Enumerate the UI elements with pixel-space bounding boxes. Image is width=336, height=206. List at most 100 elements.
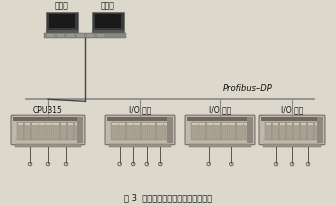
Bar <box>293 122 299 140</box>
Bar <box>68 123 73 125</box>
Bar <box>164 122 170 140</box>
Bar <box>25 123 30 125</box>
Bar <box>167 117 173 143</box>
Text: I/O 模块: I/O 模块 <box>209 106 231 115</box>
Bar <box>17 122 24 140</box>
Bar <box>192 123 198 125</box>
Bar <box>15 144 81 147</box>
Bar <box>265 122 271 140</box>
Bar <box>77 34 84 37</box>
Bar <box>60 123 66 125</box>
Bar <box>199 122 206 140</box>
Bar <box>67 34 74 37</box>
FancyBboxPatch shape <box>259 115 325 145</box>
Bar <box>149 123 155 125</box>
Bar <box>53 122 59 140</box>
Bar <box>92 12 124 33</box>
Bar <box>46 123 52 125</box>
Bar <box>286 122 293 140</box>
Bar <box>32 123 38 125</box>
Bar <box>17 123 23 125</box>
Bar <box>149 122 156 140</box>
Bar <box>156 122 163 140</box>
Bar <box>164 123 170 125</box>
Bar <box>75 123 81 125</box>
Bar <box>133 122 140 140</box>
Bar <box>97 34 104 37</box>
Bar <box>74 122 81 140</box>
Bar <box>244 122 251 140</box>
Bar <box>24 122 31 140</box>
Bar <box>307 123 313 125</box>
Bar <box>214 123 220 125</box>
Bar <box>53 123 59 125</box>
Bar <box>126 122 133 140</box>
Bar <box>228 122 236 140</box>
Bar <box>272 123 278 125</box>
Bar <box>279 122 286 140</box>
Bar <box>57 34 64 37</box>
Bar <box>77 117 83 143</box>
Bar <box>287 123 292 125</box>
Bar <box>300 122 306 140</box>
Bar <box>46 12 78 33</box>
Text: 图 3  井下胶带监控系统的硬件结构图: 图 3 井下胶带监控系统的硬件结构图 <box>124 193 212 202</box>
Text: I/O 模块: I/O 模块 <box>129 106 151 115</box>
Bar <box>95 14 121 28</box>
Bar <box>141 123 148 125</box>
Bar <box>307 122 313 140</box>
Bar <box>261 117 323 121</box>
Bar <box>191 122 198 140</box>
Bar <box>46 122 52 140</box>
Bar <box>213 122 220 140</box>
Bar <box>46 30 78 33</box>
Bar <box>317 117 323 143</box>
Bar <box>263 144 321 147</box>
Bar <box>126 123 132 125</box>
Bar <box>87 34 94 37</box>
Bar <box>111 122 118 140</box>
Bar <box>13 117 83 121</box>
Bar <box>314 122 321 140</box>
Bar <box>134 123 140 125</box>
Bar <box>39 123 45 125</box>
Text: 上位机: 上位机 <box>55 2 69 11</box>
Bar <box>244 123 250 125</box>
Bar <box>272 122 279 140</box>
Bar <box>141 122 148 140</box>
Bar <box>265 123 271 125</box>
Bar <box>67 122 74 140</box>
Bar <box>206 122 213 140</box>
Bar <box>199 123 205 125</box>
Text: 上位机: 上位机 <box>101 2 115 11</box>
Bar <box>221 123 227 125</box>
Bar <box>44 33 126 38</box>
Bar <box>294 123 299 125</box>
Bar <box>157 123 163 125</box>
Bar <box>229 123 235 125</box>
FancyBboxPatch shape <box>185 115 255 145</box>
Bar <box>189 144 251 147</box>
Bar <box>92 30 124 33</box>
Bar <box>47 34 54 37</box>
Text: Profibus–DP: Profibus–DP <box>223 84 273 93</box>
Bar <box>39 122 45 140</box>
Bar <box>207 123 212 125</box>
Bar <box>247 117 253 143</box>
Bar <box>280 123 285 125</box>
Bar <box>300 123 306 125</box>
Bar <box>237 123 243 125</box>
Bar <box>221 122 228 140</box>
Bar <box>107 117 173 121</box>
Bar <box>31 122 38 140</box>
Bar <box>112 123 118 125</box>
Bar <box>119 123 125 125</box>
Bar <box>60 122 67 140</box>
Text: I/O 模块: I/O 模块 <box>281 106 303 115</box>
FancyBboxPatch shape <box>105 115 175 145</box>
Bar <box>119 122 126 140</box>
Bar <box>314 123 320 125</box>
Bar <box>109 144 171 147</box>
Text: CPU315: CPU315 <box>33 106 63 115</box>
Bar <box>187 117 253 121</box>
